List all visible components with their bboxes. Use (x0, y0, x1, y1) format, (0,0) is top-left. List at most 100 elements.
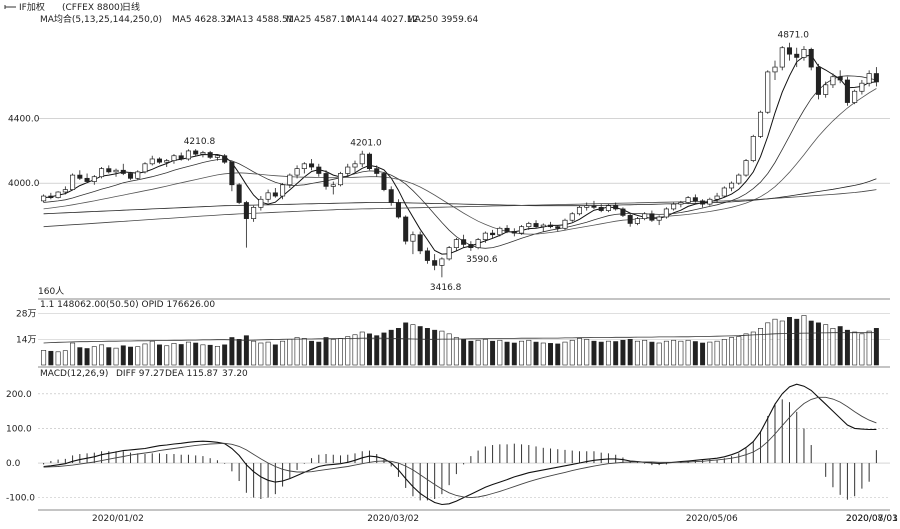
volume-bar (837, 326, 843, 366)
candle-body-down (490, 232, 496, 236)
open-interest-polyline (43, 332, 877, 344)
volume-bar (338, 338, 343, 366)
candle (779, 46, 785, 71)
candle-body-up (439, 258, 445, 266)
volume-bar (70, 342, 76, 366)
candle (127, 171, 134, 180)
candle-body-down (844, 79, 850, 103)
ma13-value: MA13 4588.51 (228, 15, 293, 25)
candle (453, 237, 459, 251)
volume-bar (656, 342, 662, 366)
candle (214, 154, 220, 161)
candle (99, 167, 105, 179)
candle (678, 200, 684, 208)
volume-bar (367, 333, 372, 366)
candle (634, 217, 640, 226)
candle-body-down (620, 208, 626, 216)
candle-body-down (120, 169, 126, 174)
candle (171, 154, 177, 164)
x-axis-date-label: 2020/08/03 (846, 514, 898, 524)
volume-values: 1.1 148062.00(50.50) OPID 176626.00 (40, 300, 215, 310)
candle-body-down (323, 173, 329, 187)
candle-body-down (873, 73, 879, 83)
candle-body-up (149, 158, 155, 165)
candle-body-down (794, 53, 800, 58)
candle-body-down (48, 195, 54, 199)
volume-tick-label: 14万 (16, 335, 36, 345)
candle (41, 194, 47, 203)
candle (591, 200, 597, 209)
volume-header: 160人 1.1 148062.00(50.50) OPID 176626.00 (38, 286, 215, 310)
macd-label[interactable]: MACD(12,26,9) (40, 369, 108, 379)
candle-body-down (815, 66, 821, 95)
candle (490, 229, 496, 238)
volume-bar (135, 346, 141, 366)
candle (692, 194, 698, 203)
volume-bar (55, 351, 61, 366)
candle (794, 47, 800, 68)
volume-bar (692, 341, 698, 366)
candle (613, 202, 619, 211)
volume-bar (222, 344, 228, 366)
candle (70, 173, 76, 191)
volume-bar (461, 339, 467, 366)
candle (330, 181, 336, 195)
volume-bar (808, 320, 814, 366)
candle (598, 204, 604, 213)
volume-bar (685, 339, 691, 366)
volume-bar (301, 338, 307, 366)
chart-period[interactable]: 日线 (122, 1, 140, 13)
candle-body-up (671, 203, 677, 210)
volume-bar (475, 339, 481, 366)
volume-bar (403, 322, 409, 366)
volume-unit-label: 160人 (38, 286, 64, 297)
candle (337, 171, 344, 187)
candle-body-up (337, 173, 344, 186)
candle (627, 213, 633, 227)
candle (258, 196, 264, 211)
candle-body-down (808, 48, 814, 68)
candle (837, 70, 843, 84)
volume-bar (453, 337, 459, 366)
candle-body-down (243, 202, 249, 219)
candle-body-up (772, 66, 778, 73)
ma-line-ma25 (43, 88, 877, 235)
candle-body-down (156, 158, 163, 163)
candle-body-down (533, 223, 539, 228)
volume-bar (700, 342, 706, 366)
candle (106, 165, 112, 174)
volume-bar (787, 317, 792, 366)
candle (193, 149, 199, 156)
volume-bar (214, 345, 220, 366)
candle-body-up (200, 152, 206, 155)
candle-body-up (91, 176, 97, 182)
candle-body-up (721, 187, 727, 197)
candle (424, 247, 430, 264)
volume-bar (577, 338, 582, 366)
candle (671, 202, 677, 211)
ma144-value: MA144 4027.12 (347, 15, 418, 25)
candle-body-down (229, 161, 235, 186)
candle (808, 47, 814, 71)
volume-bar (627, 339, 633, 366)
candle (823, 81, 829, 98)
candle-body-down (316, 166, 322, 174)
candle-body-up (576, 206, 583, 215)
candle (569, 212, 575, 222)
candle (149, 155, 155, 166)
ma-indicator-label[interactable]: MA均合(5,13,25,144,250,0) (40, 13, 162, 25)
volume-bar (634, 340, 640, 366)
candle (294, 165, 300, 179)
volume-bar (200, 344, 206, 366)
candle-body-up (656, 216, 662, 221)
candle (757, 110, 764, 139)
candle (280, 183, 286, 200)
volume-bar (714, 340, 720, 366)
volume-bar (569, 339, 575, 366)
candle (156, 157, 163, 164)
volume-bar (388, 329, 394, 366)
candle-body-down (381, 173, 387, 190)
candle (113, 168, 119, 177)
macd-histogram (43, 399, 877, 501)
